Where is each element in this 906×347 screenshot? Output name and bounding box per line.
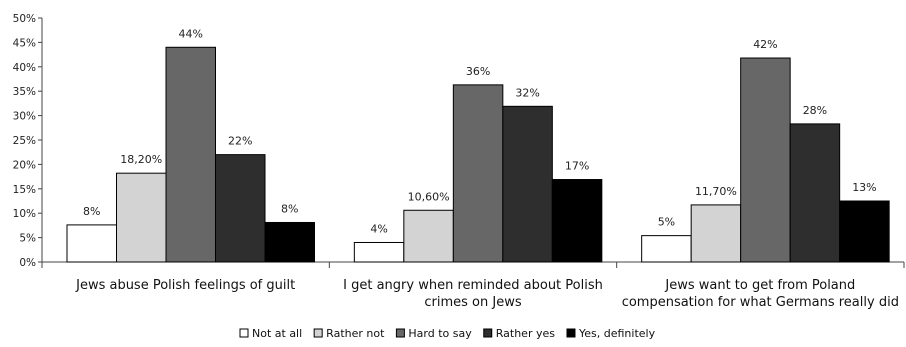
- bar: [353, 241, 405, 263]
- bar: [641, 235, 692, 263]
- bar: [165, 46, 216, 263]
- legend-swatch: [313, 328, 323, 338]
- y-tick-label: 35%: [13, 86, 36, 98]
- category-label: Jews want to get from Poland: [664, 278, 855, 293]
- data-label: 8%: [83, 205, 100, 218]
- bar: [690, 204, 742, 263]
- bar: [502, 105, 553, 263]
- legend-label: Hard to say: [408, 327, 472, 340]
- y-tick-label: 25%: [13, 135, 36, 147]
- data-label: 13%: [852, 181, 876, 194]
- legend-swatch: [239, 328, 249, 338]
- bar: [116, 172, 167, 263]
- legend-label: Not at all: [252, 327, 302, 340]
- legend-label: Yes, definitely: [578, 327, 656, 340]
- bar: [740, 57, 791, 263]
- data-label: 42%: [753, 38, 777, 51]
- bar: [66, 224, 117, 263]
- bar: [789, 123, 841, 263]
- legend-label: Rather yes: [496, 327, 555, 340]
- data-label: 10,60%: [408, 190, 450, 203]
- bar: [551, 179, 603, 263]
- y-tick-label: 10%: [13, 208, 36, 220]
- data-label: 22%: [228, 135, 252, 148]
- category-label: crimes on Jews: [424, 295, 521, 310]
- data-label: 17%: [565, 160, 589, 173]
- data-label: 44%: [179, 27, 203, 40]
- y-tick-label: 20%: [13, 159, 36, 171]
- y-tick-label: 0%: [19, 257, 36, 269]
- legend-swatch: [566, 328, 576, 338]
- category-label: Jews abuse Polish feelings of guilt: [75, 278, 295, 293]
- y-tick-label: 5%: [19, 233, 36, 245]
- y-tick-label: 45%: [13, 37, 36, 49]
- data-label: 32%: [515, 86, 539, 99]
- bar: [215, 154, 266, 263]
- data-label: 8%: [281, 202, 298, 215]
- data-label: 5%: [658, 216, 675, 229]
- category-label: compensation for what Germans really did: [622, 295, 899, 310]
- data-label: 4%: [370, 222, 387, 235]
- y-tick-label: 40%: [13, 62, 36, 74]
- legend-swatch: [395, 328, 405, 338]
- legend-swatch: [483, 328, 493, 338]
- y-tick-label: 15%: [13, 184, 36, 196]
- y-tick-label: 50%: [13, 13, 36, 25]
- data-label: 36%: [466, 65, 490, 78]
- y-tick-label: 30%: [13, 111, 36, 123]
- bar: [403, 209, 454, 263]
- data-label: 18,20%: [120, 153, 162, 166]
- bar: [264, 221, 315, 263]
- data-label: 11,70%: [695, 185, 737, 198]
- data-label: 28%: [803, 104, 827, 117]
- category-label: I get angry when reminded about Polish: [343, 278, 603, 293]
- legend-label: Rather not: [326, 327, 385, 340]
- bar: [839, 200, 890, 263]
- bar: [452, 84, 504, 263]
